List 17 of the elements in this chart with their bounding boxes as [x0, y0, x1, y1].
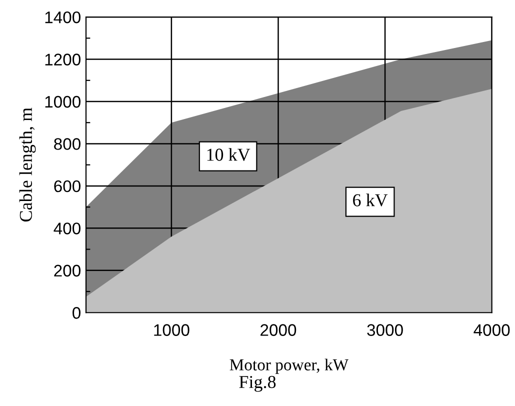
x-axis-title: Motor power, kW — [230, 358, 348, 374]
y-tick-label: 800 — [54, 138, 80, 150]
x-tick-label: 4000 — [474, 324, 510, 336]
y-tick-label: 600 — [54, 180, 80, 192]
y-tick-label: 1400 — [45, 11, 80, 24]
caption: Fig.8 — [239, 376, 276, 392]
y-tick-label: 200 — [54, 264, 80, 277]
y-axis-title: Cable length, m — [19, 108, 36, 222]
y-tick-label: 400 — [54, 222, 80, 234]
y-tick-label: 1200 — [45, 54, 80, 66]
series-label: 10 kV — [207, 148, 250, 161]
x-tick-label: 3000 — [367, 324, 403, 336]
y-tick-label: 0 — [72, 307, 80, 319]
series-label: 6 kV — [353, 194, 388, 206]
x-tick-label: 1000 — [154, 324, 190, 336]
y-tick-label: 1000 — [45, 96, 80, 108]
x-tick-label: 2000 — [260, 324, 296, 336]
